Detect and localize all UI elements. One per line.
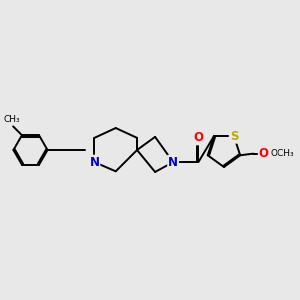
Text: OCH₃: OCH₃	[271, 149, 295, 158]
Text: N: N	[89, 156, 99, 169]
Text: CH₃: CH₃	[4, 116, 20, 124]
Text: S: S	[230, 130, 238, 143]
Text: N: N	[168, 156, 178, 169]
Text: O: O	[194, 131, 203, 144]
Text: O: O	[259, 147, 269, 160]
